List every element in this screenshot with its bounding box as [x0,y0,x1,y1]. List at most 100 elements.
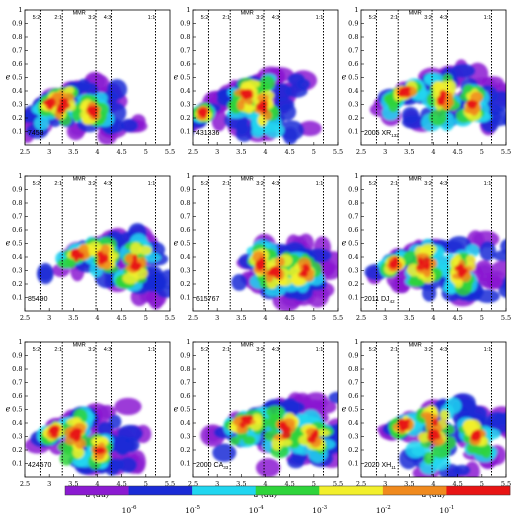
x-tick-label: 3 [47,148,51,156]
density-cell [328,391,338,404]
x-tick-label: 3.5 [236,148,246,156]
resonance-label: 4:3 [272,181,280,187]
panel-label: 431336 [196,130,219,137]
density-cell [403,90,411,98]
density-cell [404,86,411,93]
y-tick-label: 0.6 [180,392,190,400]
density-cell [275,256,285,268]
density-cell [56,104,66,114]
density-cell [417,257,424,265]
resonance-label: 3:2 [424,347,432,353]
y-tick-label: 0.9 [348,20,358,28]
density-cell [453,464,471,476]
panel-3: 5:2 2:1 3:2 4:3 1:1 MMR 0.1 0.2 0.3 0.4 0.5 0.6 0.7 0… [342,6,512,156]
y-tick-label: 0.7 [348,47,358,55]
panel-2: 5:2 2:1 3:2 4:3 1:1 MMR 0.1 0.2 0.3 0.4 0.5 0.6 0.7 0… [174,6,344,156]
mmr-title: MMR [409,177,422,183]
panel-label: 615767 [196,296,219,303]
density-cell [399,88,406,96]
mmr-title: MMR [241,343,254,349]
panel-label-name: 424570 [28,462,51,469]
density-cell [310,432,317,440]
density-cell [462,419,478,433]
resonance-label: 4:3 [104,181,112,187]
density-cell [281,425,291,434]
y-tick-label: 1 [354,6,358,14]
resonance-label: 5:2 [369,15,377,21]
colorbar-tick-exponent: -3 [322,505,328,511]
x-tick-label: 5.5 [501,480,511,488]
y-tick-label: 0.6 [348,60,358,68]
resonance-label: 1:1 [484,181,492,187]
resonance-label: 2:1 [222,347,230,353]
density-map [193,66,322,145]
density-cell [122,272,139,285]
density-cell [422,284,437,302]
density-cell [132,262,142,272]
y-tick-label: 0.5 [180,74,190,82]
density-cell [479,241,496,261]
density-map [377,393,506,477]
x-tick-label: 2.5 [356,480,366,488]
x-tick-label: 4 [95,314,99,322]
density-cell [416,263,426,271]
x-tick-label: 3.5 [236,480,246,488]
density-cell [114,397,142,416]
density-cell [70,252,81,258]
x-tick-label: 2.5 [356,148,366,156]
y-tick-label: 0.2 [348,114,358,122]
density-cell [212,443,237,462]
density-cell [132,254,138,264]
density-cell [450,63,476,78]
y-tick-label: 0.9 [180,20,190,28]
y-tick-label: 0.4 [12,253,22,261]
density-cell [261,102,268,109]
resonance-label: 3:2 [256,181,264,187]
x-tick-label: 5 [480,480,484,488]
y-tick-label: 0.2 [180,114,190,122]
y-tick-label: 0.4 [12,419,22,427]
density-cell [243,415,249,422]
resonance-label: 3:2 [88,15,96,21]
x-tick-label: 3 [215,480,219,488]
colorbar-tick-label: 10-4 [249,505,264,515]
y-tick-label: 0.7 [180,213,190,221]
y-tick-label: 0.4 [180,253,190,261]
y-tick-label: 0.6 [180,60,190,68]
y-tick-label: 0.3 [12,433,22,441]
resonance-label: 5:2 [369,347,377,353]
x-tick-label: 4 [95,148,99,156]
resonance-label: 1:1 [484,347,492,353]
colorbar-segment [128,486,193,495]
panel-label-name: 431336 [196,130,219,137]
x-tick-label: 2.5 [188,314,198,322]
y-tick-label: 0.7 [348,379,358,387]
y-tick-label: 1 [354,338,358,346]
colorbar-tick-base: 10 [439,506,449,515]
panel-label-name: 2011 DJ [364,296,390,303]
y-tick-label: 0.6 [348,392,358,400]
y-axis-label: e [174,405,179,414]
x-tick-label: 2.5 [188,480,198,488]
x-tick-label: 3.5 [236,314,246,322]
density-cell [268,266,278,276]
density-cell [480,443,492,459]
density-cell [120,118,139,133]
density-cell [427,429,436,438]
density-cell [467,100,477,106]
density-cell [399,424,407,432]
x-tick-label: 5 [480,148,484,156]
x-tick-label: 2.5 [356,314,366,322]
mmr-title: MMR [73,177,86,183]
resonance-label: 3:2 [256,15,264,21]
panel-label-name: 7458 [28,130,44,137]
colorbar-tick-label: 10-2 [376,505,391,515]
panel-label-name: 2005 XR [364,130,391,137]
x-tick-label: 5 [480,314,484,322]
y-tick-label: 0.3 [348,267,358,275]
y-tick-label: 0.4 [180,87,190,95]
density-cell [284,84,308,98]
density-cell [445,80,457,94]
resonance-label: 5:2 [201,181,209,187]
density-cell [498,282,506,299]
